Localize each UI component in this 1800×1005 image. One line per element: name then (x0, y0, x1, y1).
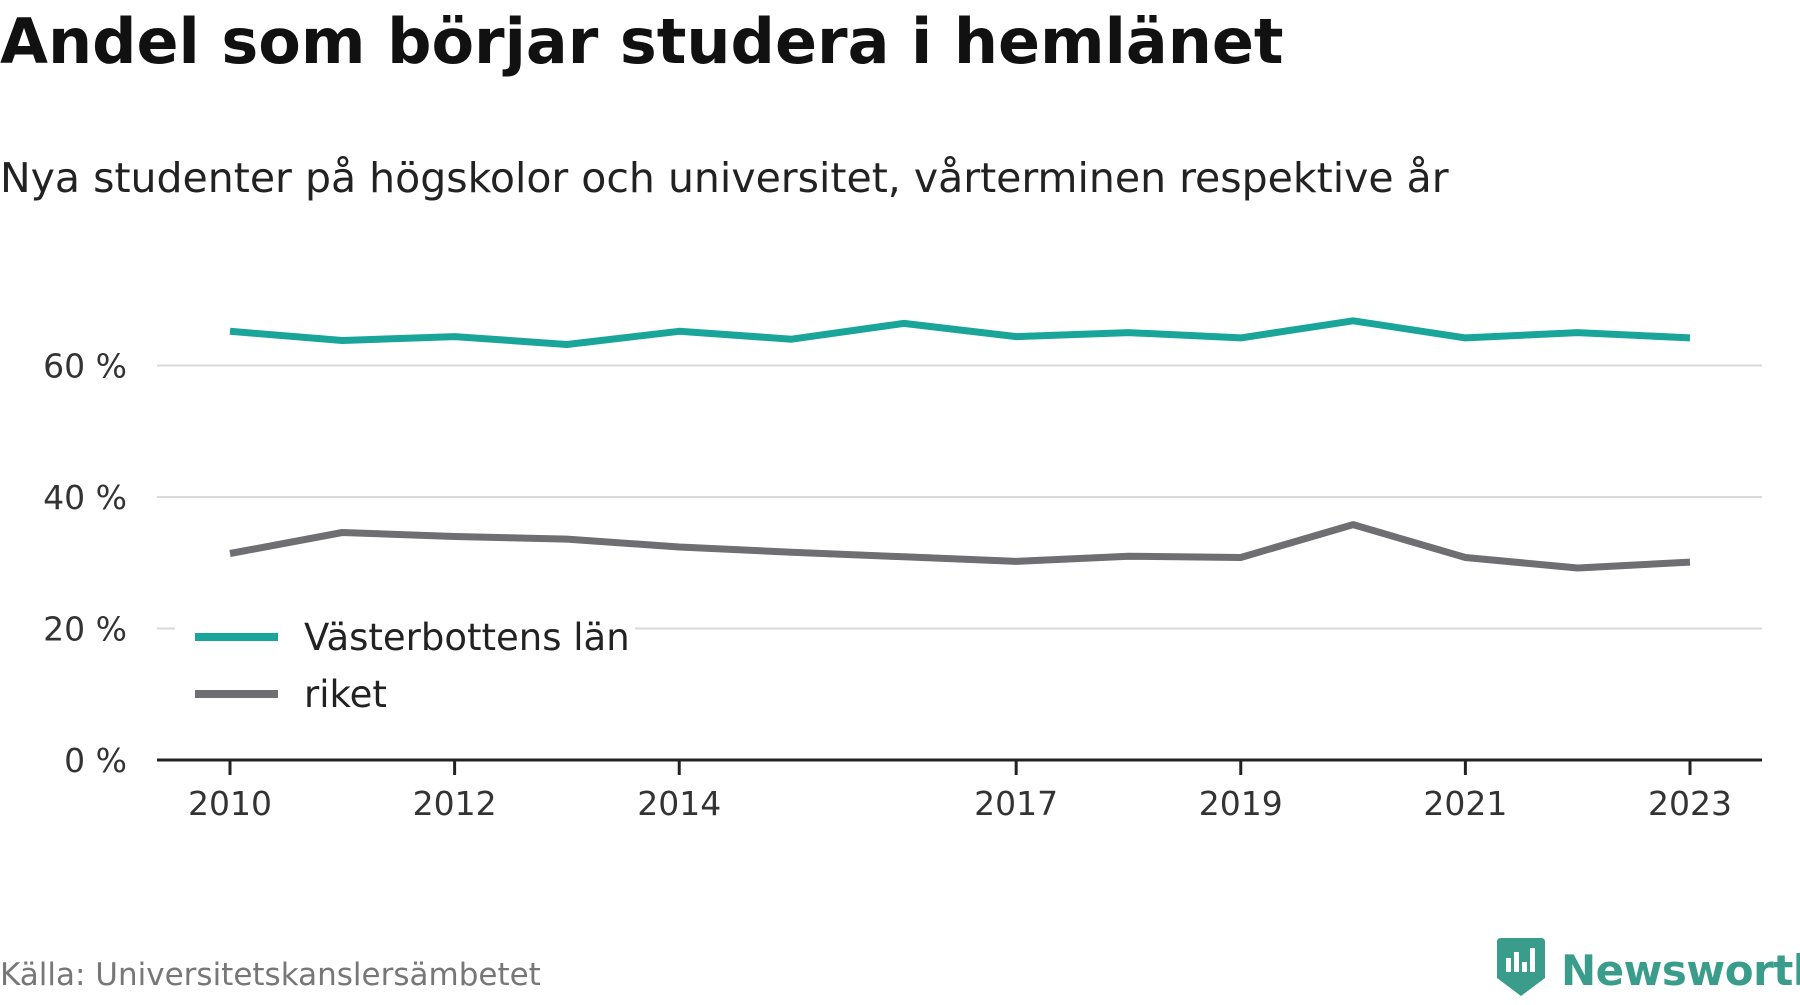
legend-label: Västerbottens län (304, 616, 630, 659)
newsworthy-logo-icon (1495, 938, 1547, 1002)
gridlines (157, 364, 1762, 630)
source-note: Källa: Universitetskanslersämbetet (0, 957, 541, 993)
x-tick-label: 2023 (1648, 784, 1732, 823)
series-line-vasterbotten (229, 317, 1691, 348)
series-lines (229, 317, 1691, 572)
x-tick-label: 2010 (188, 784, 272, 823)
series-line-riket (229, 521, 1691, 572)
y-tick-label: 0 % (64, 741, 127, 780)
x-tick-label: 2021 (1423, 784, 1507, 823)
chart-subtitle: Nya studenter på högskolor och universit… (0, 154, 1449, 202)
legend: Västerbottens län riket (175, 612, 635, 722)
y-tick-label: 40 % (43, 478, 127, 517)
y-tick-label: 20 % (43, 610, 127, 649)
x-tick-label: 2014 (637, 784, 721, 823)
y-axis: 0 % 20 % 40 % 60 % (43, 347, 127, 781)
x-tick-label: 2017 (974, 784, 1058, 823)
brand-name: Newsworthy (1561, 945, 1800, 995)
x-axis: 2010 2012 2014 2017 2019 2021 2023 (157, 758, 1762, 823)
legend-background (175, 612, 635, 722)
y-tick-label: 60 % (43, 347, 127, 386)
brand-logo: Newsworthy (1495, 935, 1800, 1005)
x-tick-label: 2019 (1199, 784, 1283, 823)
x-tick-label: 2012 (413, 784, 497, 823)
chart-title: Andel som börjar studera i hemlänet (0, 5, 1284, 78)
legend-label: riket (304, 673, 387, 716)
